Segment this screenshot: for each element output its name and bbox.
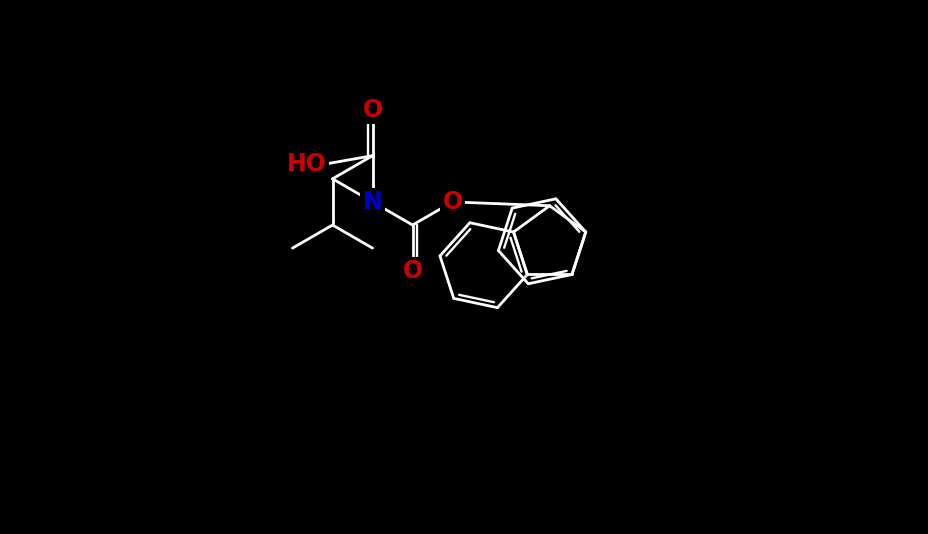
Text: O: O [362,98,382,122]
Text: O: O [442,190,462,214]
Text: N: N [362,190,382,214]
Text: O: O [402,259,422,283]
Text: HO: HO [287,152,327,176]
